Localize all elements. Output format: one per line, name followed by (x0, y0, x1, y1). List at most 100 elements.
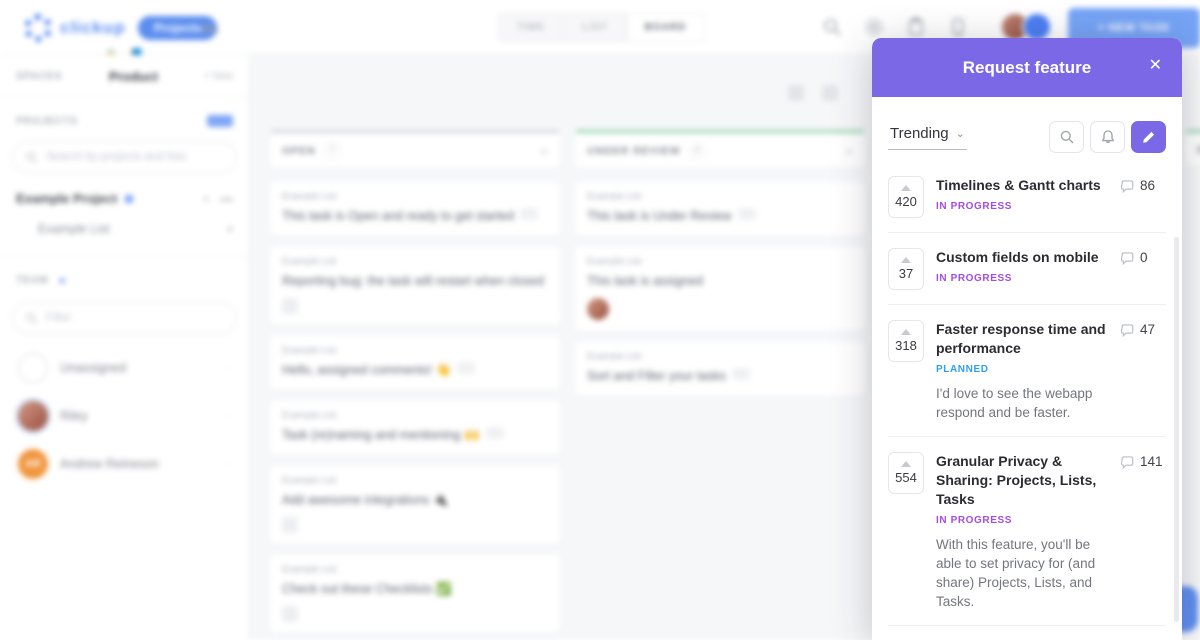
board-column-open: OPEN 7 + Example List This task is Open and … (270, 130, 560, 640)
team-member-row[interactable]: Unassigned · (0, 344, 249, 392)
project-menu-icon[interactable]: — (220, 191, 233, 206)
team-add-button[interactable]: + (58, 273, 66, 288)
feature-request-list: 420 Timelines & Gantt charts IN PROGRESS 86… (888, 161, 1166, 640)
projects-label: PROJECTS (16, 115, 78, 127)
list-name: Example List (38, 222, 110, 236)
tab-time[interactable]: TIME (499, 14, 564, 41)
comment-bubble-icon (1120, 252, 1134, 266)
clipboard-icon[interactable] (906, 17, 926, 37)
card-title: This task is Under Review (587, 208, 853, 225)
comment-count: 141 (1140, 454, 1163, 469)
board-group-icon[interactable] (788, 85, 804, 101)
upvote-button[interactable]: 37 (888, 248, 924, 290)
space-title[interactable]: Product (108, 69, 158, 84)
gear-icon[interactable] (864, 17, 884, 37)
card-list-name: Example List (587, 191, 642, 202)
spaces-label[interactable]: SPACES (16, 71, 63, 82)
attachment-icon (282, 606, 298, 622)
topbar-icons (822, 17, 968, 37)
feature-main: Faster response time and performance PLAN… (936, 320, 1120, 422)
feature-request-item[interactable]: 37 Custom fields on mobile IN PROGRESS 0 (888, 233, 1166, 305)
tab-list[interactable]: LIST (564, 14, 627, 41)
team-filter-input[interactable]: Filter (12, 302, 237, 334)
projects-badge[interactable] (207, 115, 233, 127)
feature-request-item[interactable]: 30Custom Fields v2PLANNED17 (888, 626, 1166, 640)
feature-main: Timelines & Gantt charts IN PROGRESS (936, 176, 1120, 218)
space-new-link[interactable]: + New (204, 71, 233, 82)
assignee-avatar (587, 298, 609, 320)
sort-dropdown[interactable]: Trending ⌄ (888, 125, 967, 150)
comment-count-group[interactable]: 86 (1120, 176, 1166, 218)
project-name: Example Project (16, 191, 118, 206)
task-card[interactable]: Example List Hello, assigned comments! 👋 (270, 336, 560, 390)
add-task-icon[interactable]: + (539, 142, 548, 159)
sidebar-item-example-list[interactable]: Example List ● (0, 214, 249, 244)
task-card[interactable]: Example List Check out these Checklists ✅ (270, 555, 560, 633)
card-title: Check out these Checklists ✅ (282, 582, 452, 596)
comment-count-group[interactable]: 47 (1120, 320, 1166, 422)
comment-count-group[interactable]: 141 (1120, 452, 1166, 611)
comment-bubble-icon (1120, 180, 1134, 194)
feature-description: I'd love to see the webapp respond and b… (936, 386, 1093, 420)
close-icon[interactable]: ✕ (1148, 57, 1162, 74)
add-task-icon[interactable]: + (844, 142, 853, 159)
feature-request-item[interactable]: 420 Timelines & Gantt charts IN PROGRESS 86 (888, 161, 1166, 233)
request-feature-panel: Request feature ✕ Trending ⌄ (872, 38, 1182, 640)
upvote-button[interactable]: 554 (888, 452, 924, 494)
upvote-arrow-icon (901, 329, 911, 335)
column-header[interactable]: OPEN 7 + (270, 130, 560, 168)
team-member-name: Andrew Reineson (60, 457, 159, 471)
list-count: ● (226, 223, 233, 235)
new-request-button[interactable] (1131, 121, 1166, 153)
task-card[interactable]: Example List Sort and Filter your tasks (575, 342, 865, 396)
column-name: DONE (1197, 144, 1200, 156)
project-add-icon[interactable]: + (202, 191, 210, 206)
search-feature-button[interactable] (1049, 121, 1084, 153)
column-name: OPEN (282, 144, 316, 157)
panel-scrollbar[interactable] (1174, 237, 1179, 622)
team-member-row[interactable]: AR Andrew Reineson · (0, 440, 249, 488)
filter-icon (26, 312, 38, 324)
notifications-button[interactable] (1090, 121, 1125, 153)
feature-title: Custom fields on mobile (936, 249, 1099, 265)
comment-count: 0 (1140, 250, 1148, 265)
feature-request-item[interactable]: 318 Faster response time and performance P… (888, 305, 1166, 437)
feature-main: Custom fields on mobile IN PROGRESS (936, 248, 1120, 290)
team-filter-placeholder: Filter (46, 312, 72, 324)
nav-me-link[interactable]: Me (202, 22, 219, 36)
upvote-arrow-icon (901, 257, 911, 263)
team-member-row[interactable]: Riley · (0, 392, 249, 440)
card-title: Sort and Filter your tasks (587, 368, 853, 385)
task-card[interactable]: Example List This task is Under Review (575, 182, 865, 236)
feature-request-item[interactable]: 554 Granular Privacy & Sharing: Projects,… (888, 437, 1166, 626)
board-search-icon[interactable] (822, 85, 838, 101)
card-title: This task is assigned (587, 274, 704, 288)
upvote-button[interactable]: 420 (888, 176, 924, 218)
task-card[interactable]: Example List This task is assigned (575, 247, 865, 331)
column-header[interactable]: UNDER REVIEW 3 + (575, 130, 865, 168)
task-card[interactable]: Example List Task (re)naming and mentioni… (270, 401, 560, 455)
project-search-placeholder: Search by projects and lists (46, 151, 187, 163)
sidebar-item-example-project[interactable]: Example Project + — (0, 183, 249, 214)
tab-board[interactable]: BOARD (626, 14, 705, 41)
comment-count-group[interactable]: 0 (1120, 248, 1166, 290)
card-title: This task is Open and ready to get start… (282, 208, 548, 225)
comment-count: 86 (1140, 178, 1156, 193)
task-card[interactable]: Example List Reporting bug: the task will… (270, 247, 560, 325)
avatar (18, 401, 48, 431)
panel-title: Request feature (962, 57, 1092, 77)
upvote-button[interactable]: 318 (888, 320, 924, 362)
task-card[interactable]: Example List Add awesome integrations 🔌 (270, 466, 560, 544)
feature-main: Granular Privacy & Sharing: Projects, Li… (936, 452, 1120, 611)
task-card[interactable]: Example List This task is Open and ready … (270, 182, 560, 236)
column-count: 7 (323, 142, 341, 159)
nav-projects-button[interactable]: Projects (138, 16, 218, 40)
vote-count: 554 (895, 470, 917, 485)
search-icon[interactable] (822, 17, 842, 37)
phone-icon[interactable] (948, 17, 968, 37)
card-title: Task (re)naming and mentioning 🙌 (282, 427, 548, 444)
column-header[interactable]: DONE+ (1185, 130, 1200, 167)
attachment-icon (282, 517, 298, 533)
project-search-input[interactable]: Search by projects and lists (12, 141, 237, 173)
